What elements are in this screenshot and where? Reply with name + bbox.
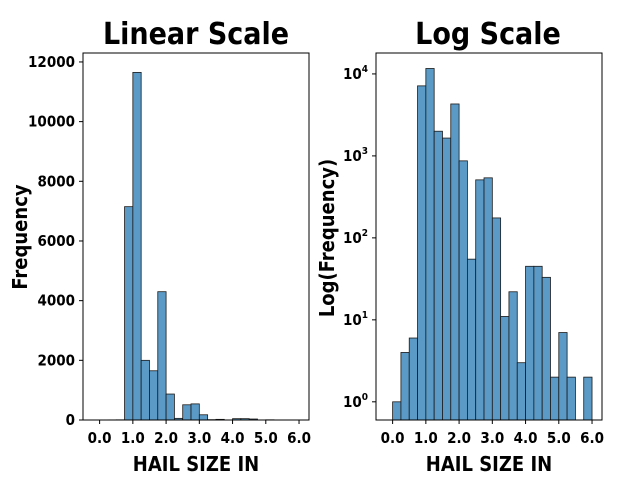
histogram-bar bbox=[165, 393, 175, 421]
y-tick-label: 12000 bbox=[28, 53, 75, 71]
y-tick-label: 2000 bbox=[37, 351, 75, 369]
y-axis-label: Frequency bbox=[8, 184, 32, 289]
histogram-bar bbox=[483, 177, 493, 421]
histogram-bar bbox=[442, 137, 452, 421]
x-tick-label: 4.0 bbox=[221, 429, 245, 447]
histogram-bar bbox=[149, 370, 159, 421]
linear-scale-chart: Linear Scale 0.0 1.0 2.0 3.0 4.0 5.0 6.0 0 2000… bbox=[8, 17, 311, 476]
histogram-bar bbox=[458, 160, 468, 421]
x-axis-ticks: 0.0 1.0 2.0 3.0 4.0 5.0 6.0 bbox=[88, 420, 311, 447]
histogram-bar bbox=[408, 337, 418, 421]
histogram-bar bbox=[198, 414, 209, 421]
x-tick-label: 1.0 bbox=[121, 429, 145, 447]
y-tick-label: 8000 bbox=[37, 172, 75, 190]
x-tick-label: 6.0 bbox=[580, 429, 604, 447]
x-axis-label: HAIL SIZE IN bbox=[133, 452, 259, 476]
histogram-bar bbox=[566, 376, 576, 421]
y-axis-label: Log(Frequency) bbox=[315, 159, 339, 317]
histogram-bar bbox=[157, 291, 167, 421]
histogram-bar bbox=[491, 217, 502, 421]
histogram-bar bbox=[132, 71, 142, 421]
y-tick-label: 10000 bbox=[28, 113, 75, 131]
x-tick-label: 3.0 bbox=[480, 429, 504, 447]
histogram-bar bbox=[541, 276, 551, 421]
y-tick-label: 0 bbox=[66, 411, 75, 429]
histogram-bar bbox=[550, 376, 560, 421]
chart-title: Linear Scale bbox=[103, 17, 289, 52]
histogram-bar bbox=[500, 316, 510, 421]
x-axis-label: HAIL SIZE IN bbox=[426, 452, 552, 476]
histogram-bar bbox=[425, 68, 435, 421]
x-tick-label: 6.0 bbox=[287, 429, 311, 447]
x-tick-label: 2.0 bbox=[154, 429, 178, 447]
plot-frame bbox=[375, 52, 603, 421]
histogram-bar bbox=[182, 404, 192, 421]
histogram-bar bbox=[583, 376, 593, 421]
histogram-bar bbox=[508, 291, 518, 421]
log-scale-chart: Log Scale 0.0 1.0 2.0 3.0 4.0 5.0 6.0 10010110… bbox=[315, 17, 604, 476]
histogram-bar bbox=[400, 352, 410, 421]
histogram-bar bbox=[140, 359, 150, 421]
histogram-bar bbox=[433, 130, 443, 421]
histogram-bar bbox=[466, 258, 477, 421]
histogram-bar bbox=[558, 332, 568, 421]
y-tick-label: 6000 bbox=[37, 232, 75, 250]
histogram-bar bbox=[475, 179, 485, 421]
y-axis-ticks: 0 2000 4000 6000 8000 10000 12000 bbox=[28, 53, 83, 429]
x-axis-ticks: 0.0 1.0 2.0 3.0 4.0 5.0 6.0 bbox=[381, 420, 604, 447]
histogram-bar bbox=[392, 401, 402, 421]
x-tick-label: 3.0 bbox=[187, 429, 211, 447]
x-tick-label: 5.0 bbox=[254, 429, 278, 447]
x-tick-label: 2.0 bbox=[447, 429, 471, 447]
histogram-bar bbox=[525, 265, 535, 421]
x-tick-label: 5.0 bbox=[547, 429, 571, 447]
histogram-bar bbox=[533, 265, 543, 421]
x-tick-label: 0.0 bbox=[88, 429, 112, 447]
chart-title: Log Scale bbox=[415, 17, 561, 52]
x-tick-label: 0.0 bbox=[381, 429, 405, 447]
x-tick-label: 1.0 bbox=[414, 429, 438, 447]
histogram-bar bbox=[417, 85, 427, 421]
histogram-bar bbox=[190, 403, 200, 421]
plot-frame bbox=[82, 52, 310, 421]
histogram-bars bbox=[392, 68, 593, 421]
x-tick-label: 4.0 bbox=[514, 429, 538, 447]
histogram-bar bbox=[124, 206, 134, 421]
y-tick-label: 4000 bbox=[37, 292, 75, 310]
histogram-bar bbox=[516, 362, 526, 421]
histogram-bar bbox=[450, 103, 460, 421]
